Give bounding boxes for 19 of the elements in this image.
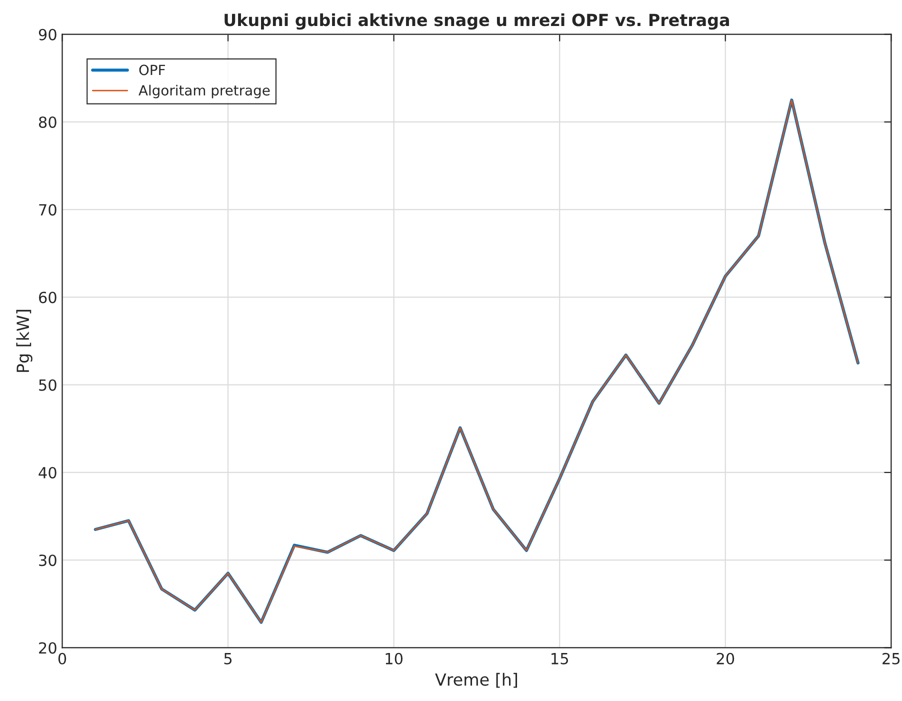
y-axis-title: Pg [kW] bbox=[16, 310, 32, 372]
y-tick-label: 30 bbox=[39, 554, 56, 566]
legend-label: OPF bbox=[139, 64, 165, 76]
x-tick-label: 15 bbox=[552, 653, 568, 664]
x-tick-label: 25 bbox=[882, 652, 900, 664]
y-tick-label: 90 bbox=[38, 28, 56, 40]
y-tick-label: 50 bbox=[39, 379, 56, 391]
chart-title: Ukupni gubici aktivne snage u mrezi OPF vs. Pretraga bbox=[224, 13, 729, 30]
legend-label: Algoritam pretrage bbox=[138, 84, 270, 98]
x-tick-label: 10 bbox=[386, 652, 403, 664]
x-tick-label: 20 bbox=[716, 652, 734, 664]
y-tick-label: 60 bbox=[39, 292, 56, 304]
y-tick-label: 40 bbox=[38, 466, 56, 478]
x-tick-label: 5 bbox=[224, 653, 232, 664]
x-tick-label: 0 bbox=[58, 652, 66, 664]
y-tick-label: 80 bbox=[38, 116, 56, 128]
y-tick-label: 20 bbox=[39, 642, 56, 654]
x-axis-title: Vreme [h] bbox=[435, 672, 518, 688]
y-tick-label: 70 bbox=[39, 204, 56, 216]
